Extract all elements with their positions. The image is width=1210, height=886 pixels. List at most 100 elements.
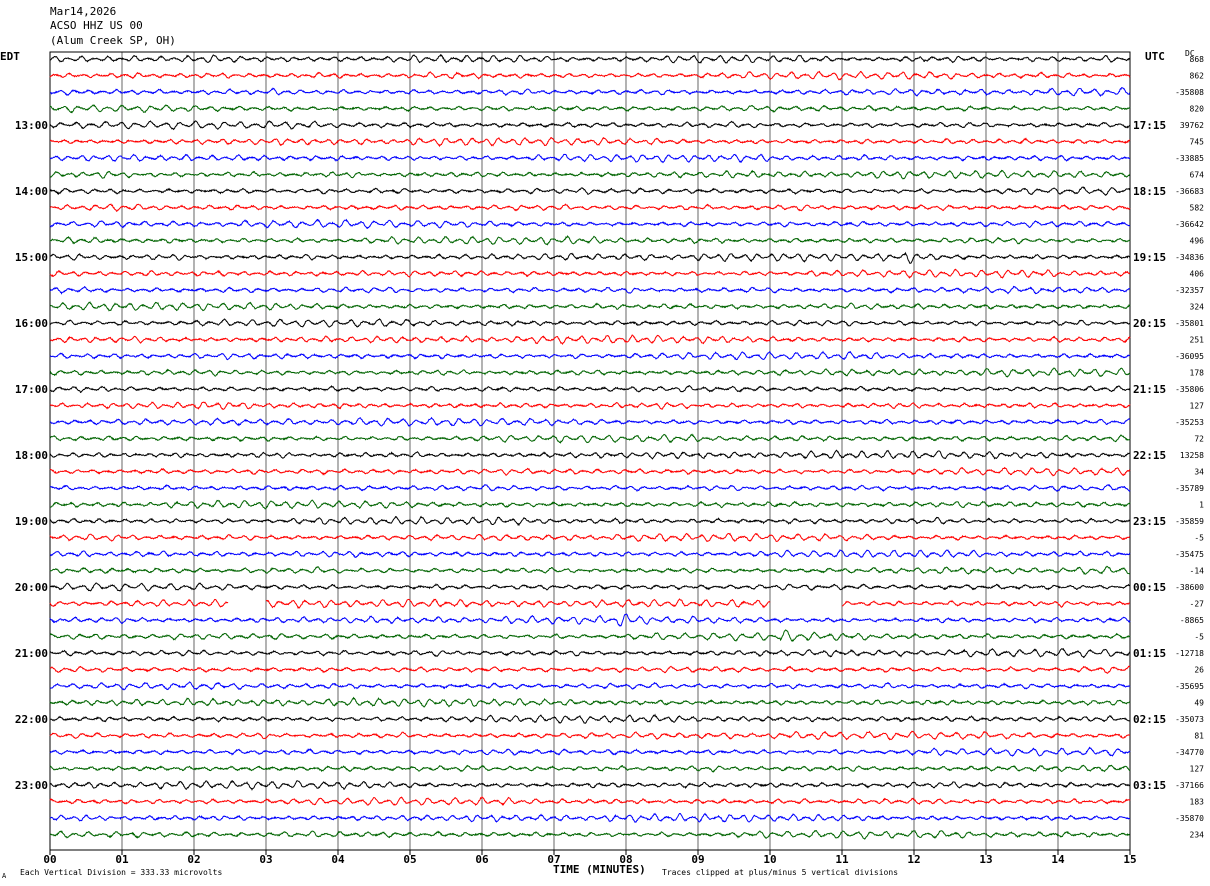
edt-hour-label: 17:00 <box>15 383 48 396</box>
seismic-trace <box>49 285 1131 295</box>
dc-offset-label: 582 <box>1190 204 1205 213</box>
edt-hour-label: 22:00 <box>15 713 48 726</box>
utc-hour-label: 00:15 <box>1133 581 1166 594</box>
x-tick-label: 15 <box>1123 853 1136 866</box>
seismic-trace <box>49 565 1131 575</box>
dc-offset-label: -35695 <box>1175 682 1204 691</box>
dc-offset-label: 183 <box>1190 798 1205 807</box>
station-label: ACSO HHZ US 00 <box>50 19 143 32</box>
seismic-trace <box>49 830 1131 840</box>
edt-hour-label: 18:00 <box>15 449 48 462</box>
seismic-trace <box>49 484 1131 493</box>
seismic-trace <box>49 350 1131 361</box>
edt-hour-label: 13:00 <box>15 119 48 132</box>
edt-hour-label: 14:00 <box>15 185 48 198</box>
dc-offset-label: -12718 <box>1175 649 1204 658</box>
seismic-trace <box>49 629 1131 642</box>
scale-note: Each Vertical Division = 333.33 microvol… <box>20 868 223 877</box>
seismic-trace <box>49 87 1131 98</box>
utc-hour-label: 18:15 <box>1133 185 1166 198</box>
dc-offset-label: -34836 <box>1175 253 1204 262</box>
dc-offset-label: -35789 <box>1175 484 1204 493</box>
x-tick-label: 12 <box>907 853 920 866</box>
dc-offset-label: -35475 <box>1175 550 1204 559</box>
dc-offset-label: -5 <box>1194 534 1204 543</box>
seismic-trace <box>49 136 1131 148</box>
edt-hour-label: 23:00 <box>15 779 48 792</box>
x-tick-label: 04 <box>331 853 345 866</box>
utc-hour-label: 19:15 <box>1133 251 1166 264</box>
dc-offset-label: -35253 <box>1175 418 1204 427</box>
dc-offset-label: 745 <box>1190 138 1205 147</box>
seismic-trace <box>49 764 1131 773</box>
seismic-trace <box>49 449 1131 460</box>
seismic-trace <box>49 251 1131 264</box>
dc-offset-label: -35801 <box>1175 319 1204 328</box>
seismic-trace <box>49 647 1131 659</box>
dc-offset-label: 251 <box>1190 336 1205 345</box>
x-axis-title: TIME (MINUTES) <box>553 863 646 876</box>
dc-offset-label: 34 <box>1194 468 1204 477</box>
clip-note: Traces clipped at plus/minus 5 vertical … <box>662 868 899 877</box>
seismic-trace <box>49 515 1131 527</box>
dc-offset-label: -35859 <box>1175 517 1204 526</box>
dc-offset-label: 127 <box>1190 402 1205 411</box>
dc-offset-label: -33885 <box>1175 154 1204 163</box>
dc-offset-label: -35806 <box>1175 385 1204 394</box>
dc-offset-label: 862 <box>1190 72 1205 81</box>
plot-frame <box>49 51 1131 851</box>
seismic-trace <box>49 401 1131 411</box>
dc-offset-label: -32357 <box>1175 286 1204 295</box>
dc-offset-label: 39762 <box>1180 121 1204 130</box>
seismic-trace <box>49 730 1131 741</box>
utc-hour-label: 01:15 <box>1133 647 1166 660</box>
dc-offset-label: -37166 <box>1175 781 1204 790</box>
x-tick-label: 03 <box>259 853 272 866</box>
seismic-trace <box>49 334 1131 346</box>
x-tick-label: 11 <box>835 853 849 866</box>
dc-offset-label: -36683 <box>1175 187 1204 196</box>
x-tick-label: 14 <box>1051 853 1065 866</box>
dc-offset-label: -38600 <box>1175 583 1204 592</box>
dc-offset-label: -14 <box>1190 567 1205 576</box>
dc-offset-label: -34770 <box>1175 748 1204 757</box>
dc-offset-label: 406 <box>1190 270 1205 279</box>
date-label: Mar14,2026 <box>50 5 117 18</box>
seismic-trace <box>49 53 1131 64</box>
x-tick-label: 09 <box>691 853 704 866</box>
x-tick-label: 06 <box>475 853 489 866</box>
utc-hour-label: 03:15 <box>1133 779 1166 792</box>
seismic-trace <box>49 153 1131 164</box>
x-tick-label: 07 <box>547 853 560 866</box>
dc-offset-label: 49 <box>1194 699 1204 708</box>
seismic-trace <box>49 416 1131 427</box>
dc-offset-label: 178 <box>1190 369 1205 378</box>
edt-hour-label: 19:00 <box>15 515 48 528</box>
dc-offset-header: DC <box>1185 49 1195 58</box>
seismic-trace <box>49 433 1131 444</box>
seismic-trace <box>49 104 1131 114</box>
seismic-trace <box>49 812 1131 824</box>
dc-offset-label: -35808 <box>1175 88 1204 97</box>
utc-hour-label: 22:15 <box>1133 449 1166 462</box>
seismic-trace <box>49 532 1131 543</box>
seismic-trace <box>49 713 1131 724</box>
edt-hour-label: 16:00 <box>15 317 48 330</box>
location-label: (Alum Creek SP, OH) <box>50 34 176 47</box>
seismic-trace <box>49 746 1131 757</box>
x-tick-label: 01 <box>115 853 129 866</box>
seismic-trace <box>49 301 1131 312</box>
dc-offset-label: 324 <box>1190 303 1205 312</box>
edt-hour-label: 15:00 <box>15 251 48 264</box>
utc-hour-label: 20:15 <box>1133 317 1166 330</box>
seismic-trace <box>49 186 1131 196</box>
dc-offset-label: 72 <box>1194 435 1204 444</box>
dc-offset-label: 127 <box>1190 765 1205 774</box>
edt-hour-label: 20:00 <box>15 581 48 594</box>
seismic-trace <box>49 367 1131 378</box>
dc-offset-label: -5 <box>1194 633 1204 642</box>
seismic-trace <box>49 70 1131 81</box>
dc-offset-label: 13258 <box>1180 451 1204 460</box>
seismic-trace <box>49 665 1131 674</box>
dc-offset-label: 26 <box>1194 666 1204 675</box>
